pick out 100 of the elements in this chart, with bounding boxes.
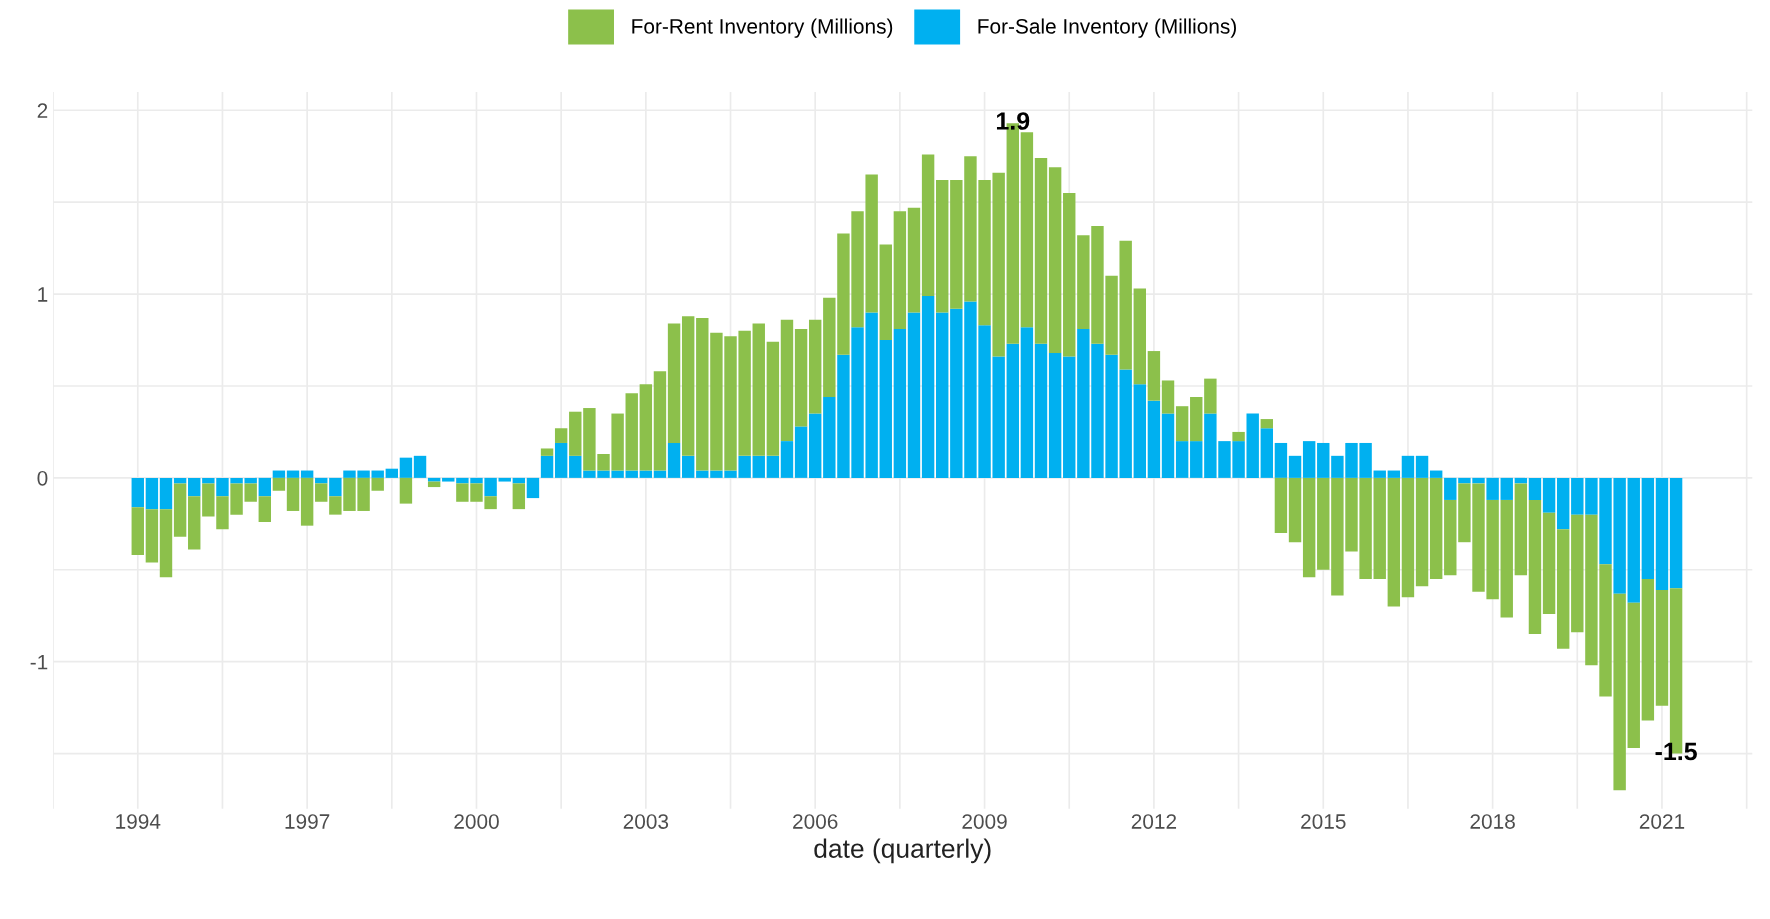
bar <box>808 319 822 414</box>
bar <box>752 323 765 456</box>
bar <box>808 413 822 478</box>
bar <box>329 477 342 497</box>
bar <box>681 316 695 456</box>
bar <box>1641 578 1655 721</box>
bar <box>173 483 187 537</box>
bar <box>1627 602 1640 749</box>
x-tick-label: 2009 <box>962 814 1007 829</box>
bar <box>286 470 300 478</box>
bar <box>442 477 455 482</box>
bar <box>766 455 780 478</box>
bar <box>879 244 892 341</box>
bar <box>300 470 314 478</box>
bar <box>258 477 271 497</box>
bar <box>1190 397 1203 442</box>
bar <box>1528 499 1542 635</box>
bar <box>131 477 144 508</box>
bar <box>1514 483 1528 576</box>
bar <box>667 323 681 443</box>
bar <box>1034 158 1048 344</box>
bar <box>625 393 638 471</box>
bar <box>300 477 314 526</box>
x-tick-label: 2003 <box>623 814 669 829</box>
x-tick-label: 1994 <box>116 814 161 829</box>
bar <box>794 329 808 427</box>
bar <box>145 477 159 510</box>
bar <box>907 207 921 313</box>
bar <box>498 477 511 482</box>
y-tick-label: 1 <box>38 287 48 302</box>
bar <box>1542 477 1556 513</box>
bar <box>399 477 413 504</box>
bar <box>1147 400 1161 478</box>
bar <box>1556 529 1570 649</box>
bar <box>1063 356 1076 478</box>
bar <box>1444 477 1457 500</box>
bar <box>188 496 201 550</box>
bar <box>145 509 159 563</box>
bar <box>1444 499 1457 576</box>
bar <box>1401 455 1415 478</box>
bar <box>1387 477 1401 607</box>
bar <box>526 477 540 499</box>
bar <box>1034 343 1048 478</box>
bar <box>1175 406 1189 442</box>
bar <box>1274 442 1288 478</box>
bar <box>1542 512 1556 614</box>
legend-label: For-Sale Inventory (Millions) <box>978 18 1236 38</box>
annotation: 1.9 <box>996 112 1030 130</box>
bar <box>1641 477 1655 579</box>
bar <box>766 341 780 456</box>
bar <box>921 154 935 296</box>
bar <box>893 211 907 329</box>
bar <box>1161 380 1175 414</box>
bar <box>893 329 907 478</box>
bar <box>1387 470 1401 478</box>
bar <box>569 411 582 456</box>
bar <box>1317 442 1330 478</box>
bar <box>1655 477 1669 590</box>
x-tick-label: 2021 <box>1639 814 1685 829</box>
bar <box>1669 477 1683 589</box>
bar <box>625 470 638 478</box>
bar <box>512 483 526 510</box>
bar <box>540 448 554 456</box>
bar <box>681 455 695 478</box>
annotation: -1.5 <box>1655 742 1697 761</box>
bar <box>1429 470 1443 478</box>
bar <box>385 468 399 478</box>
bar <box>1063 192 1076 357</box>
bar <box>1373 470 1386 478</box>
bar <box>188 477 201 497</box>
bar <box>272 470 286 478</box>
bar <box>1415 455 1429 478</box>
bar <box>1288 477 1302 543</box>
y-tick-label: 2 <box>37 103 48 118</box>
bar <box>131 507 144 556</box>
x-tick-label: 2006 <box>793 814 838 829</box>
bar <box>780 441 794 478</box>
bar <box>1020 132 1034 328</box>
bar <box>427 477 441 482</box>
bar <box>1528 477 1542 500</box>
x-axis-title: date (quarterly) <box>814 838 991 864</box>
bar <box>752 455 765 478</box>
bar <box>1556 477 1570 530</box>
bar <box>554 428 568 443</box>
bar <box>413 455 427 478</box>
bar <box>794 426 808 478</box>
x-tick-label: 2015 <box>1301 814 1346 829</box>
legend-label: For-Rent Inventory (Millions) <box>632 18 893 38</box>
bar <box>1415 477 1429 587</box>
bar <box>1204 378 1217 414</box>
bar <box>1190 441 1203 478</box>
bar <box>1655 590 1669 706</box>
bar <box>1048 167 1062 353</box>
bar <box>1048 352 1062 478</box>
bar <box>667 442 681 478</box>
bar <box>1317 477 1330 570</box>
bar <box>639 470 653 478</box>
x-tick-label: 2012 <box>1131 814 1177 829</box>
x-tick-label: 2000 <box>454 814 499 829</box>
bar <box>540 455 554 478</box>
